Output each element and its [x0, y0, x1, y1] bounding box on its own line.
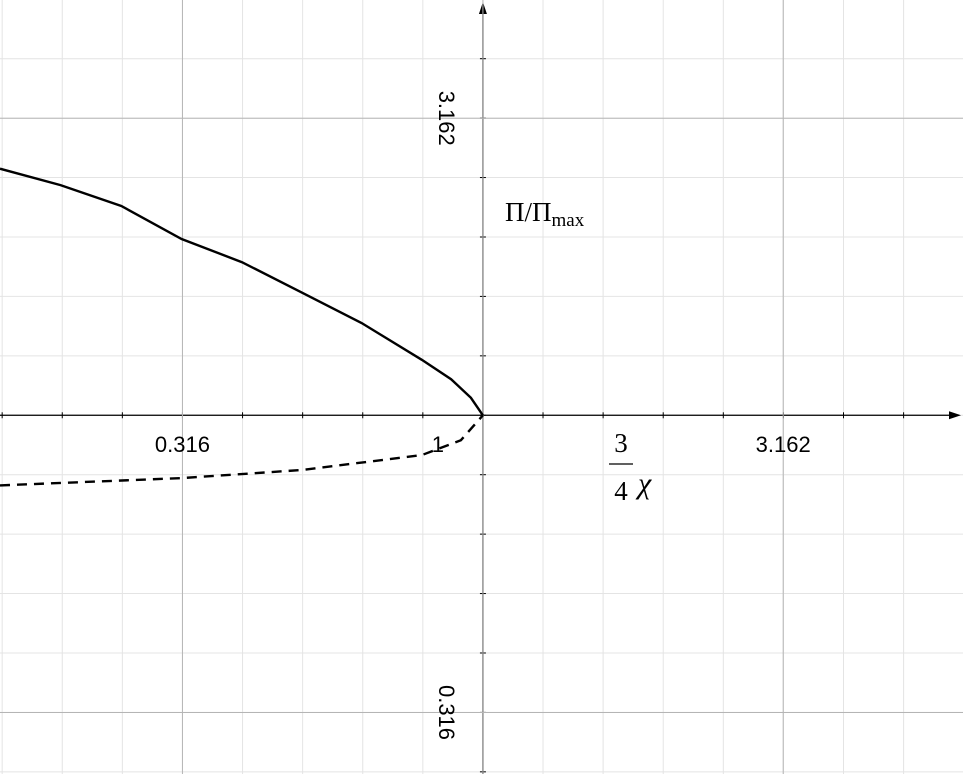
y-tick-label: 0.316 [434, 685, 459, 740]
y-label-subscript: max [552, 210, 585, 231]
plot [0, 167, 484, 487]
y-axis-label: Π/Πmax [505, 197, 585, 231]
x-label-numerator: 3 [614, 428, 628, 458]
x-label-denominator: 4 [614, 476, 628, 506]
x-tick-label: 1 [432, 432, 444, 457]
y-label-text: Π/Π [505, 197, 552, 227]
x-label-symbol: χ [635, 467, 652, 500]
x-axis-arrow [949, 411, 961, 420]
line-series [0, 167, 484, 416]
x-tick-label: 0.316 [155, 432, 210, 457]
x-axis-label: 3 4 χ [609, 428, 652, 506]
y-tick-label: 3.162 [434, 91, 459, 146]
x-tick-label: 3.162 [756, 432, 811, 457]
line-series [0, 414, 484, 487]
